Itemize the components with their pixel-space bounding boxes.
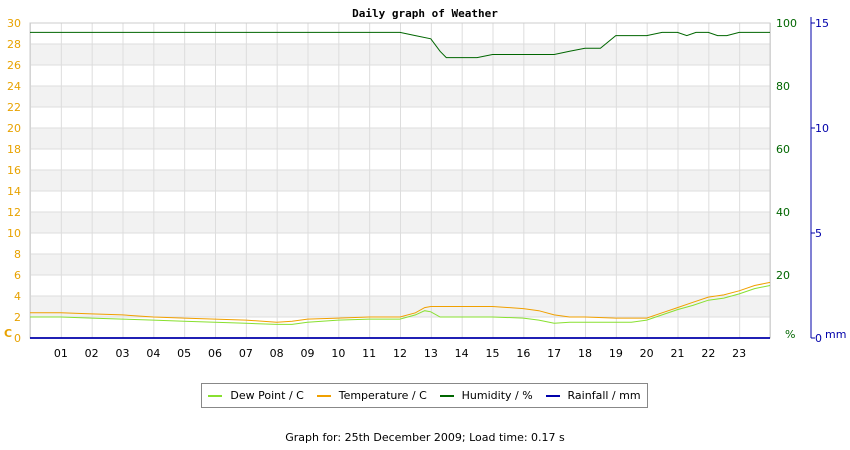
y-left-tick-label: 10 — [7, 227, 21, 240]
y-left-tick-label: 4 — [14, 290, 21, 303]
footer-status: Graph for: 25th December 2009; Load time… — [285, 431, 565, 444]
x-tick-label: 16 — [516, 347, 530, 360]
x-tick-label: 21 — [671, 347, 685, 360]
dew-point-swatch — [208, 394, 223, 397]
y-left-tick-label: 12 — [7, 206, 21, 219]
x-tick-label: 04 — [146, 347, 160, 360]
y-left-tick-label: 16 — [7, 164, 21, 177]
series-line-dew — [30, 285, 771, 325]
y-right1-tick-label: 20 — [776, 269, 790, 282]
x-tick-label: 11 — [362, 347, 376, 360]
x-tick-label: 02 — [85, 347, 99, 360]
y-right1-tick-label: 60 — [776, 143, 790, 156]
x-tick-label: 14 — [455, 347, 469, 360]
x-tick-label: 06 — [208, 347, 222, 360]
legend-label-humidity: Humidity / % — [461, 389, 533, 402]
y-right1-tick-label: 80 — [776, 80, 790, 93]
x-tick-label: 12 — [393, 347, 407, 360]
chart-title: Daily graph of Weather — [352, 7, 498, 20]
y-left-tick-label: 2 — [14, 311, 21, 324]
axes: 024681012141618202224262830C20406080100%… — [4, 17, 846, 360]
x-tick-label: 09 — [301, 347, 315, 360]
x-tick-label: 07 — [239, 347, 253, 360]
x-tick-label: 23 — [732, 347, 746, 360]
x-tick-label: 22 — [701, 347, 715, 360]
y-right2-tick-label: 15 — [815, 17, 829, 30]
x-tick-label: 19 — [609, 347, 623, 360]
y-left-tick-label: 0 — [14, 332, 21, 345]
legend-label-rainfall: Rainfall / mm — [567, 389, 641, 402]
y-right2-tick-label: 0 — [815, 332, 822, 345]
x-tick-label: 03 — [116, 347, 130, 360]
y-right1-unit-label: % — [785, 328, 795, 341]
series-line-temperature — [30, 281, 771, 323]
humidity-swatch — [439, 394, 454, 397]
y-left-tick-label: 18 — [7, 143, 21, 156]
x-tick-label: 17 — [547, 347, 561, 360]
x-tick-label: 20 — [640, 347, 654, 360]
x-tick-label: 08 — [270, 347, 284, 360]
legend-label-dew-point: Dew Point / C — [230, 389, 304, 402]
y-left-tick-label: 24 — [7, 80, 21, 93]
legend-item-temperature: Temperature / C — [316, 389, 427, 402]
series-line-humidity — [30, 31, 770, 59]
legend: Dew Point / C Temperature / C Humidity /… — [201, 383, 648, 408]
legend-label-temperature: Temperature / C — [338, 389, 427, 402]
x-tick-label: 18 — [578, 347, 592, 360]
y-left-tick-label: 26 — [7, 59, 21, 72]
y-left-tick-label: 20 — [7, 122, 21, 135]
temperature-swatch — [316, 394, 331, 397]
y-left-tick-label: 6 — [14, 269, 21, 282]
legend-item-humidity: Humidity / % — [439, 389, 533, 402]
x-tick-label: 13 — [424, 347, 438, 360]
y-left-tick-label: 30 — [7, 17, 21, 30]
y-left-tick-label: 22 — [7, 101, 21, 114]
y-right2-tick-label: 5 — [815, 227, 822, 240]
y-left-tick-label: 8 — [14, 248, 21, 261]
x-tick-label: 01 — [54, 347, 68, 360]
legend-item-rainfall: Rainfall / mm — [545, 389, 641, 402]
y-left-tick-label: 14 — [7, 185, 21, 198]
y-left-tick-label: 28 — [7, 38, 21, 51]
rainfall-swatch — [545, 394, 560, 397]
x-tick-label: 05 — [177, 347, 191, 360]
legend-item-dew-point: Dew Point / C — [208, 389, 304, 402]
y-right2-tick-label: 10 — [815, 122, 829, 135]
x-tick-label: 15 — [486, 347, 500, 360]
y-right2-unit-label: mm — [825, 328, 846, 341]
y-right1-tick-label: 40 — [776, 206, 790, 219]
x-tick-label: 10 — [331, 347, 345, 360]
y-left-unit-label: C — [4, 327, 12, 340]
y-right1-tick-label: 100 — [776, 17, 797, 30]
